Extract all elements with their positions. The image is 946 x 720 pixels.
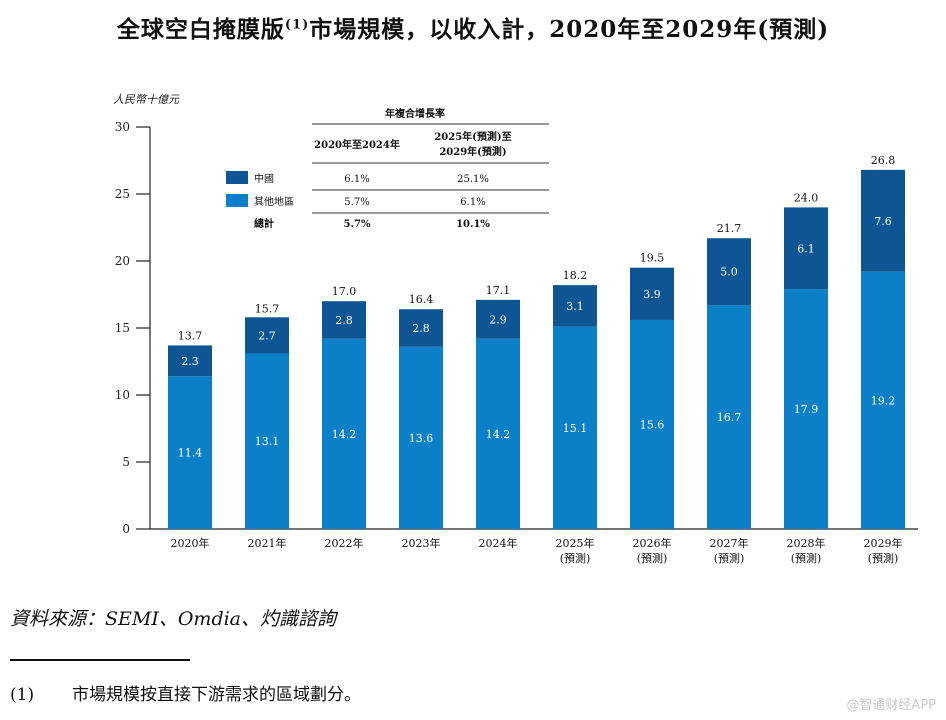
chart-title: 全球空白掩膜版(1)市場規模，以收入計，2020年至2029年(預測) <box>0 10 946 44</box>
bar-label-other-regions: 16.7 <box>717 411 742 424</box>
y-tick-label: 5 <box>122 455 130 469</box>
bar-other-regions <box>861 271 905 529</box>
bar-label-china: 2.8 <box>412 322 430 335</box>
bar-label-other-regions: 15.6 <box>640 418 665 431</box>
bar-total-label: 16.4 <box>409 293 434 306</box>
bar-total-label: 24.0 <box>794 191 819 204</box>
x-tick-label: 2021年 <box>248 536 287 550</box>
bar-total-label: 13.7 <box>178 329 203 342</box>
x-tick-label: 2022年 <box>325 536 364 550</box>
bar-label-china: 2.7 <box>258 329 276 342</box>
y-tick-label: 15 <box>115 321 130 335</box>
cagr-value: 5.7% <box>344 197 369 208</box>
bar-china <box>168 345 212 377</box>
bar-label-other-regions: 13.1 <box>255 435 280 448</box>
cagr-header-1: 2020年至2024年 <box>314 138 400 151</box>
bar-label-china: 2.8 <box>335 314 353 327</box>
chart-title-text: 全球空白掩膜版 <box>116 16 285 43</box>
bar-label-china: 5.0 <box>720 266 738 279</box>
legend-label: 其他地區 <box>254 195 294 208</box>
footnote-text: 市場規模按直接下游需求的區域劃分。 <box>72 685 361 705</box>
stacked-bar-chart: 人民幣十億元 0 5 10 15 20 25 30 11.4 2.3 13.7 2020年 13.1 2.… <box>113 93 918 565</box>
cagr-value: 5.7% <box>344 219 371 230</box>
cagr-value: 10.1% <box>456 219 490 230</box>
bar-label-other-regions: 14.2 <box>486 428 511 441</box>
cagr-value: 6.1% <box>460 197 485 208</box>
bar-label-other-regions: 17.9 <box>794 403 819 416</box>
bar-label-china: 2.9 <box>489 313 507 326</box>
y-tick-label: 0 <box>122 522 130 536</box>
bar-china <box>245 317 289 354</box>
legend-label: 中國 <box>254 172 274 185</box>
bar-label-china: 3.9 <box>643 288 661 301</box>
bar-other-regions <box>399 346 443 529</box>
bar-total-label: 26.8 <box>871 154 896 167</box>
bar-other-regions <box>630 319 674 529</box>
bar-other-regions <box>245 353 289 529</box>
cagr-header-2-line1: 2025年(預測)至 <box>434 130 511 143</box>
bar-total-label: 19.5 <box>640 252 665 265</box>
x-tick-label: (預測) <box>637 551 668 565</box>
bar-label-other-regions: 19.2 <box>871 394 896 407</box>
source-note: 資料來源：SEMI、Omdia、灼識諮詢 <box>10 608 337 630</box>
footnote: (1) 市場規模按直接下游需求的區域劃分。 <box>10 680 361 705</box>
y-tick-label: 10 <box>115 388 130 402</box>
y-tick-label: 25 <box>115 187 130 201</box>
bar-total-label: 15.7 <box>255 303 280 316</box>
bar-china <box>861 169 905 272</box>
bar-label-china: 3.1 <box>566 300 584 313</box>
bar-label-other-regions: 15.1 <box>563 422 588 435</box>
y-tick-label: 20 <box>115 254 130 268</box>
bar-china <box>784 207 828 290</box>
bar-other-regions <box>553 326 597 529</box>
bar-china <box>630 267 674 320</box>
bar-other-regions <box>322 338 366 529</box>
legend-swatch <box>226 171 248 184</box>
bar-other-regions <box>707 305 751 529</box>
footnote-divider <box>10 659 190 661</box>
x-tick-label: 2025年 <box>556 536 595 550</box>
chart-title-text-2: 市場規模，以收入計，2020年至2029年(預測) <box>309 16 830 43</box>
bar-china <box>553 285 597 327</box>
x-tick-label: 2023年 <box>402 536 441 550</box>
bar-label-other-regions: 14.2 <box>332 428 357 441</box>
x-tick-label: 2024年 <box>479 536 518 550</box>
bar-label-china: 2.3 <box>181 355 199 368</box>
x-tick-label: 2026年 <box>633 536 672 550</box>
cagr-value: 6.1% <box>344 174 369 185</box>
x-tick-label: (預測) <box>560 551 591 565</box>
cagr-header-2-line2: 2029年(預測) <box>439 145 506 158</box>
x-tick-label: 2028年 <box>787 536 826 550</box>
legend-label: 總計 <box>254 217 274 230</box>
bar-total-label: 21.7 <box>717 222 742 235</box>
cagr-table-title: 年複合增長率 <box>385 107 445 120</box>
bar-label-china: 7.6 <box>874 215 892 228</box>
bar-total-label: 17.0 <box>332 285 357 298</box>
x-tick-label: (預測) <box>714 551 745 565</box>
bar-china <box>399 309 443 347</box>
watermark: @智通财经APP <box>846 698 936 713</box>
footnote-number: (1) <box>10 685 35 705</box>
bar-label-china: 6.1 <box>797 242 815 255</box>
bar-other-regions <box>476 338 520 529</box>
y-tick-label: 30 <box>115 120 130 134</box>
bar-label-other-regions: 13.6 <box>409 432 434 445</box>
x-tick-label: (預測) <box>868 551 899 565</box>
legend-swatch <box>226 194 248 207</box>
chart-title-footnote-mark: (1) <box>284 17 310 33</box>
bar-total-label: 18.2 <box>563 269 588 282</box>
bar-label-other-regions: 11.4 <box>178 447 203 460</box>
x-tick-label: 2029年 <box>864 536 903 550</box>
x-tick-label: (預測) <box>791 551 822 565</box>
bar-other-regions <box>168 376 212 529</box>
bar-other-regions <box>784 289 828 529</box>
bar-china <box>476 299 520 339</box>
bar-total-label: 17.1 <box>486 284 511 297</box>
x-tick-label: 2027年 <box>710 536 749 550</box>
bar-china <box>707 238 751 306</box>
bar-china <box>322 301 366 339</box>
x-tick-label: 2020年 <box>171 536 210 550</box>
cagr-value: 25.1% <box>457 174 489 185</box>
y-axis-label: 人民幣十億元 <box>113 93 180 106</box>
